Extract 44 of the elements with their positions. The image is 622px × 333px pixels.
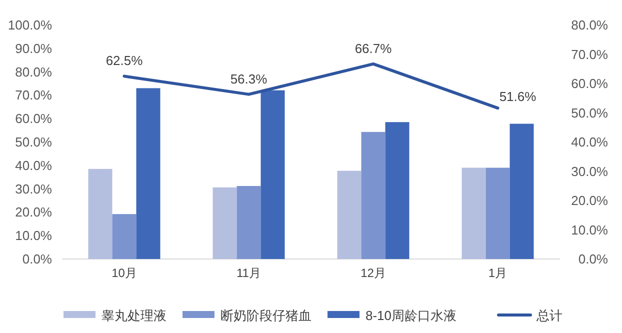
- x-tick-label: 10月: [112, 266, 137, 280]
- x-tick-label: 1月: [488, 266, 508, 280]
- y2-tick-label: 0.0%: [578, 252, 608, 266]
- y-tick-label: 40.0%: [15, 158, 52, 173]
- bar: [510, 124, 534, 259]
- y2-tick-label: 30.0%: [571, 164, 608, 179]
- legend-label: 断奶阶段仔猪血: [220, 308, 312, 323]
- y-tick-label: 90.0%: [15, 40, 52, 56]
- y-tick-label: 100.0%: [8, 18, 52, 32]
- bar: [136, 88, 160, 259]
- legend-label: 总计: [536, 308, 562, 323]
- y-tick-label: 30.0%: [15, 181, 52, 196]
- bar: [486, 168, 510, 259]
- bar: [112, 214, 136, 259]
- data-label: 62.5%: [106, 53, 144, 68]
- data-label: 56.3%: [230, 71, 268, 86]
- y-tick-label: 0.0%: [22, 252, 52, 266]
- y2-tick-label: 10.0%: [571, 222, 608, 238]
- y-tick-label: 50.0%: [15, 134, 52, 150]
- x-tick-label: 12月: [360, 266, 386, 280]
- data-label: 51.6%: [499, 89, 537, 104]
- bar: [88, 168, 112, 259]
- y-tick-label: 80.0%: [15, 64, 52, 80]
- x-tick-label: 11月: [236, 266, 261, 280]
- legend-label: 8-10周龄口水液: [366, 308, 457, 323]
- bar: [385, 122, 410, 259]
- y2-tick-label: 60.0%: [571, 76, 608, 91]
- bar: [212, 187, 237, 259]
- y-tick-label: 70.0%: [15, 88, 52, 103]
- y2-tick-label: 40.0%: [571, 134, 608, 150]
- y2-tick-label: 80.0%: [571, 18, 608, 32]
- y2-tick-label: 50.0%: [571, 105, 608, 120]
- bar: [361, 132, 386, 259]
- y-tick-label: 10.0%: [15, 228, 52, 244]
- bar: [462, 168, 486, 259]
- y2-tick-label: 20.0%: [571, 193, 608, 208]
- legend-label: 睾丸处理液: [102, 308, 166, 323]
- y-tick-label: 60.0%: [15, 111, 52, 126]
- bar: [337, 170, 362, 259]
- y-tick-label: 20.0%: [15, 204, 52, 220]
- bar: [236, 186, 261, 259]
- data-label: 66.7%: [354, 40, 392, 56]
- bar: [260, 90, 285, 259]
- y2-tick-label: 70.0%: [571, 46, 608, 62]
